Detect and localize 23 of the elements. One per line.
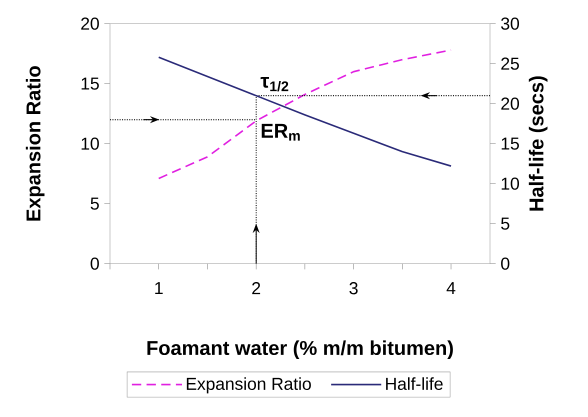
y-tick-label: 5 — [90, 198, 99, 210]
legend-label: Half-life — [386, 377, 443, 390]
y2-axis-title: Half-life (secs) — [528, 76, 548, 211]
x-tick-label: 4 — [446, 282, 456, 294]
x-tick-label: 3 — [349, 282, 358, 294]
y-tick-label: 0 — [90, 258, 99, 270]
y-tick-label: 10 — [82, 138, 99, 150]
y-tick-label: 20 — [81, 18, 99, 30]
y-axis-title: Expansion Ratio — [26, 66, 44, 221]
annotation: τ$_{1/2}$ — [260, 77, 288, 92]
y-tick-label: 15 — [82, 78, 99, 90]
y2-tick-label: 5 — [501, 218, 510, 230]
y2-tick-label: 25 — [501, 58, 519, 70]
y2-tick-label: 30 — [501, 18, 520, 30]
y2-tick-label: 0 — [501, 258, 510, 270]
legend-label: Expansion Ratio — [186, 377, 311, 394]
x-axis-title: Foamant water (% m/m bitumen) — [147, 340, 453, 360]
y2-tick-label: 10 — [502, 178, 520, 190]
annotation: ER$_{m}$ — [262, 124, 300, 141]
y2-tick-label: 15 — [502, 138, 519, 150]
x-tick-label: 1 — [155, 282, 163, 294]
x-tick-label: 2 — [252, 282, 260, 294]
y2-tick-label: 20 — [501, 98, 520, 110]
